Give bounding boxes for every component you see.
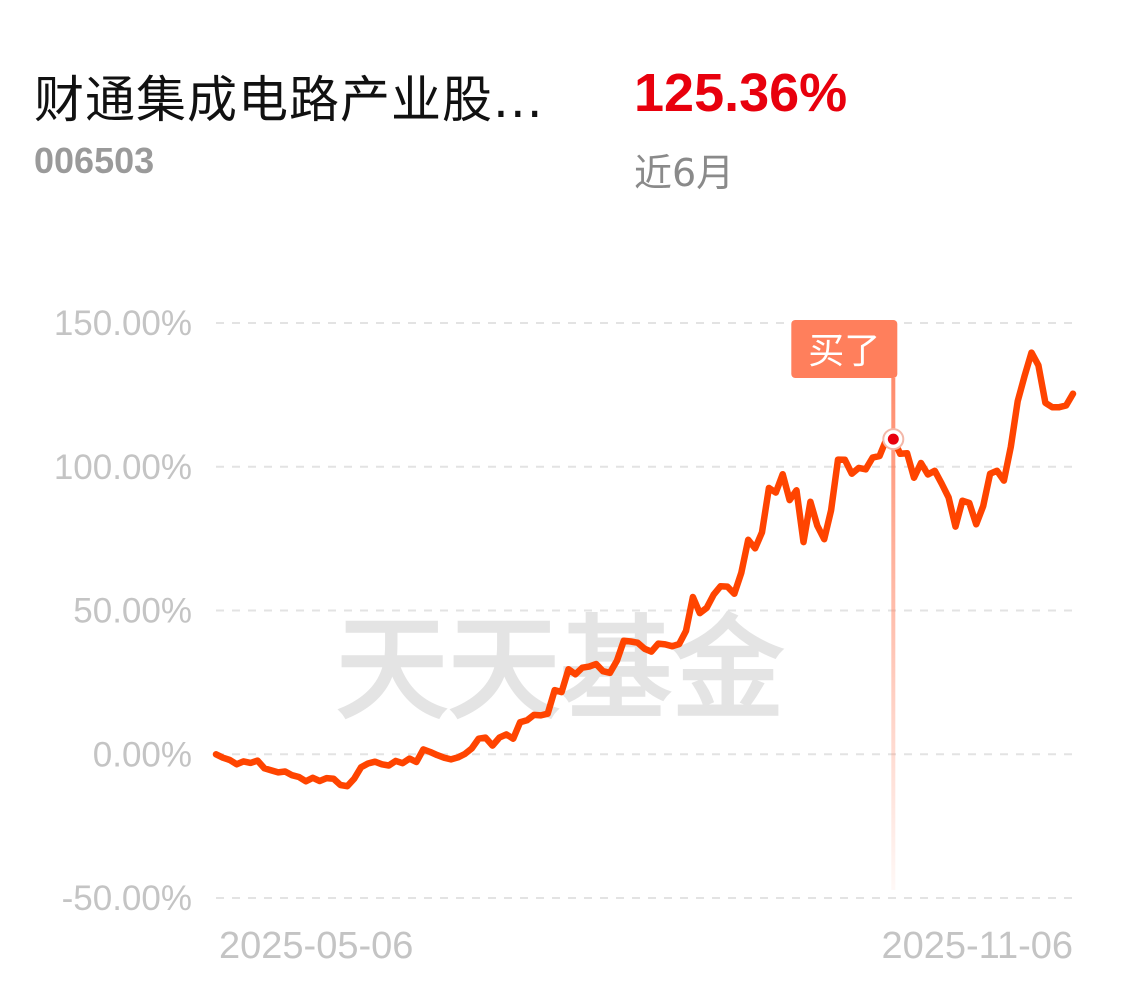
y-tick-label: 0.00%	[93, 735, 192, 774]
y-tick-label: 50.00%	[73, 592, 192, 631]
y-tick-label: 150.00%	[54, 304, 192, 343]
return-period: 近6月	[634, 151, 735, 195]
marker-label-badge	[791, 320, 898, 378]
x-tick-label-start: 2025-05-06	[219, 925, 413, 967]
marker-dot	[887, 433, 899, 445]
fund-name: 财通集成电路产业股...	[34, 71, 544, 129]
x-tick-label-end: 2025-11-06	[881, 925, 1073, 967]
marker-vertical-line	[891, 378, 896, 890]
y-tick-label: -50.00%	[62, 879, 192, 918]
y-tick-label: 100.00%	[54, 448, 192, 487]
fund-code: 006503	[34, 140, 155, 181]
return-value: 125.36%	[634, 63, 848, 123]
series-line	[212, 349, 1077, 790]
marker-label-text: 买了	[808, 331, 880, 372]
watermark-text: 天天基金	[336, 605, 785, 735]
